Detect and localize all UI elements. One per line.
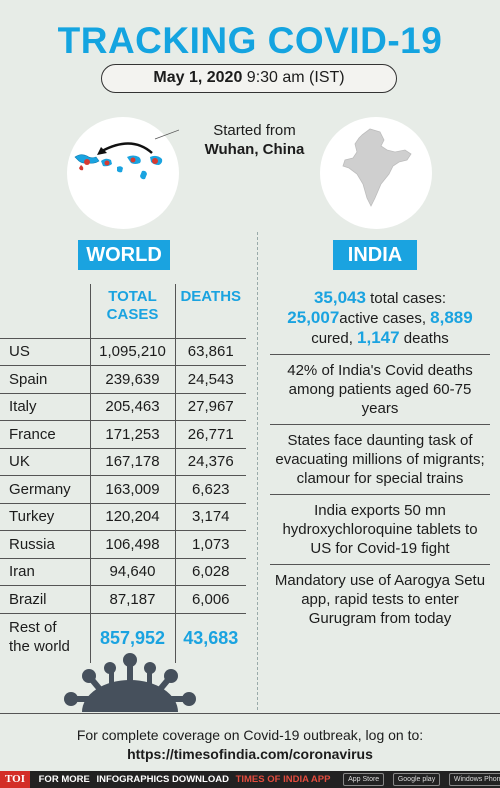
windows-phone-button[interactable]: Windows Phone [448,773,500,786]
country-cell: Italy [0,392,90,421]
toi-logo: TOI [0,771,30,788]
fact-item: Mandatory use of Aarogya Setu app, rapid… [274,572,486,627]
google-play-button[interactable]: Google play [392,773,441,786]
country-cell: US [0,337,90,366]
deaths-cell: 1,073 [174,530,246,558]
india-cured: 8,889 [430,308,473,327]
india-active-cases: 25,007 [287,308,340,327]
world-map-icon [74,126,188,180]
table-row: Germany 163,009 6,623 [0,475,246,503]
virus-icon [55,648,205,744]
table-row: Brazil 87,187 6,006 [0,585,246,613]
table-row: Iran 94,640 6,028 [0,557,246,586]
total-cell: 94,640 [89,557,175,586]
table-row: US 1,095,210 63,861 [0,337,246,366]
promo-text-3: TIMES OF INDIA APP [235,774,331,785]
country-cell: Iran [0,557,90,586]
deaths-cell: 6,028 [174,557,246,586]
deaths-cell: 27,967 [174,392,246,421]
promo-text-1: FOR MORE [38,774,90,785]
date-text: May 1, 2020 [153,69,243,86]
total-cell: 167,178 [89,447,175,476]
india-map-icon [320,117,432,229]
table-row: France 171,253 26,771 [0,420,246,448]
column-divider [257,232,258,710]
india-total-cases: 35,043 [313,288,366,307]
app-promo-bar: TOI FOR MORE INFOGRAPHICS DOWNLOAD TIMES… [0,771,500,788]
india-silhouette-icon [342,128,412,207]
footer: For complete coverage on Covid-19 outbre… [0,726,500,764]
total-cell: 106,498 [89,530,175,558]
deaths-cell: 63,861 [174,337,246,366]
deaths-cell: 24,543 [174,365,246,393]
footer-line: For complete coverage on Covid-19 outbre… [76,727,424,743]
country-cell: Germany [0,475,90,503]
total-cell: 171,253 [89,420,175,448]
table-row: Spain 239,639 24,543 [0,365,246,393]
origin-label: Started from Wuhan, China [192,121,317,159]
india-summary: 35,043 total cases: 25,007active cases, … [270,282,490,355]
fact-item: 42% of India's Covid deaths among patien… [270,355,490,425]
world-cases-table: TOTAL CASES DEATHS US 1,095,210 63,861 S… [0,284,246,663]
origin-line1: Started from [213,122,296,139]
promo-text-2: INFOGRAPHICS DOWNLOAD [96,774,229,785]
fact-item: States face daunting task of evacuating … [270,425,490,495]
deaths-cell: 3,174 [174,502,246,531]
country-cell: France [0,420,90,448]
table-row: Italy 205,463 27,967 [0,392,246,421]
country-cell: Brazil [0,585,90,613]
deaths-cell: 6,623 [174,475,246,503]
fact-item: India exports 50 mn hydroxychloroquine t… [270,495,490,565]
world-badge: WORLD [78,240,170,270]
coverage-link[interactable]: https://timesofindia.com/coronavirus [127,746,373,762]
deaths-cell: 26,771 [174,420,246,448]
total-cell: 1,095,210 [89,337,175,366]
time-text: 9:30 am (IST) [246,69,345,86]
table-row: Russia 106,498 1,073 [0,530,246,558]
footer-divider [0,713,500,714]
country-header [0,284,90,338]
origin-city: Wuhan, China [204,141,305,158]
date-pill: May 1, 2020 9:30 am (IST) [101,64,397,93]
total-cell: 87,187 [89,585,175,613]
deaths-cell: 24,376 [174,447,246,476]
india-facts: 35,043 total cases: 25,007active cases, … [270,282,490,634]
world-globe-icon [67,117,188,229]
total-cell: 163,009 [89,475,175,503]
total-cell: 239,639 [89,365,175,393]
page-title: TRACKING COVID-19 [57,20,443,61]
rest-of-world-label: Rest of the world [0,612,90,663]
deaths-cell: 6,006 [174,585,246,613]
total-cases-header: TOTAL CASES [89,284,175,338]
rest-deaths-cell: 43,683 [174,612,246,663]
total-cell: 120,204 [89,502,175,531]
app-store-button[interactable]: App Store [343,773,385,786]
country-cell: Turkey [0,502,90,531]
country-cell: UK [0,447,90,476]
total-cell: 205,463 [89,392,175,421]
deaths-header: DEATHS [174,284,246,338]
table-row: Turkey 120,204 3,174 [0,502,246,531]
country-cell: Russia [0,530,90,558]
country-cell: Spain [0,365,90,393]
table-row: UK 167,178 24,376 [0,447,246,476]
india-deaths: 1,147 [357,328,400,347]
india-badge: INDIA [333,240,417,270]
